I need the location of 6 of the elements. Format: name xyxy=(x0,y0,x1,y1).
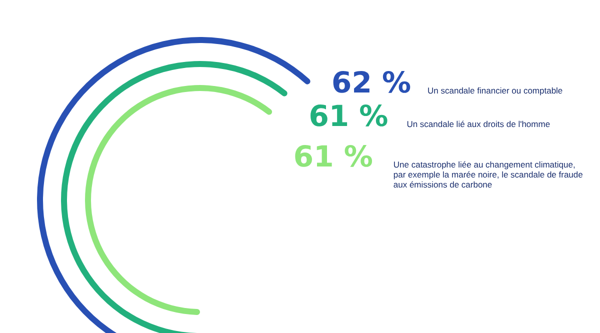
data-label: 62 % xyxy=(332,65,412,100)
category-label: Un scandale financier ou comptable xyxy=(428,85,563,96)
data-label: 61 % xyxy=(293,140,373,174)
category-label: Une catastrophe liée au changement climatique, par exemple la marée noire, le scandale de fraude aux émissions de carbone xyxy=(393,160,584,190)
data-label: 61 % xyxy=(308,99,388,134)
category-label: Un scandale lié aux droits de l'homme xyxy=(406,119,550,130)
